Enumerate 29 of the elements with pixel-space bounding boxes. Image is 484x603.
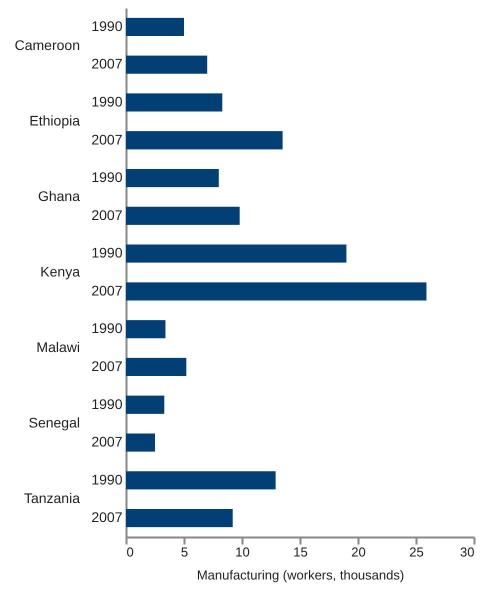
- x-tick-label: 30: [460, 544, 474, 560]
- text: Cameroon: [14, 36, 80, 53]
- y-tick-label: 2007: [91, 206, 123, 223]
- y-tick-label: 1990: [91, 471, 123, 488]
- y-tick-label: 1990: [91, 320, 123, 336]
- y-tick-label: 2007: [91, 131, 123, 148]
- x-tick-label: 20: [351, 544, 366, 560]
- x-tick-label: 15: [293, 544, 308, 560]
- text: Kenya: [40, 264, 80, 280]
- x-tick-label: 10: [235, 544, 250, 560]
- y-tick-label: 1990: [91, 18, 123, 34]
- y-tick-label: 1990: [91, 244, 123, 261]
- y-tick-label: 2007: [91, 358, 123, 374]
- y-tick-label: 1990: [91, 396, 123, 412]
- y-tick-label: 2007: [91, 434, 123, 450]
- x-tick-label: 5: [180, 544, 188, 560]
- text: Ghana: [38, 188, 80, 204]
- x-tick-label: 25: [409, 544, 424, 560]
- y-tick-label: 2007: [91, 509, 123, 526]
- y-tick-label: 1990: [91, 169, 123, 186]
- text: Malawi: [36, 339, 80, 356]
- y-tick-label: 1990: [91, 93, 123, 110]
- text: Tanzania: [24, 490, 80, 506]
- y-tick-label: 2007: [91, 282, 123, 298]
- y-tick-label: 2007: [91, 56, 123, 72]
- x-tick-label: 0: [126, 544, 134, 560]
- x-axis-title: Manufacturing (workers, thousands): [196, 568, 404, 582]
- text: Ethiopia: [29, 112, 80, 128]
- text: Senegal: [28, 414, 80, 431]
